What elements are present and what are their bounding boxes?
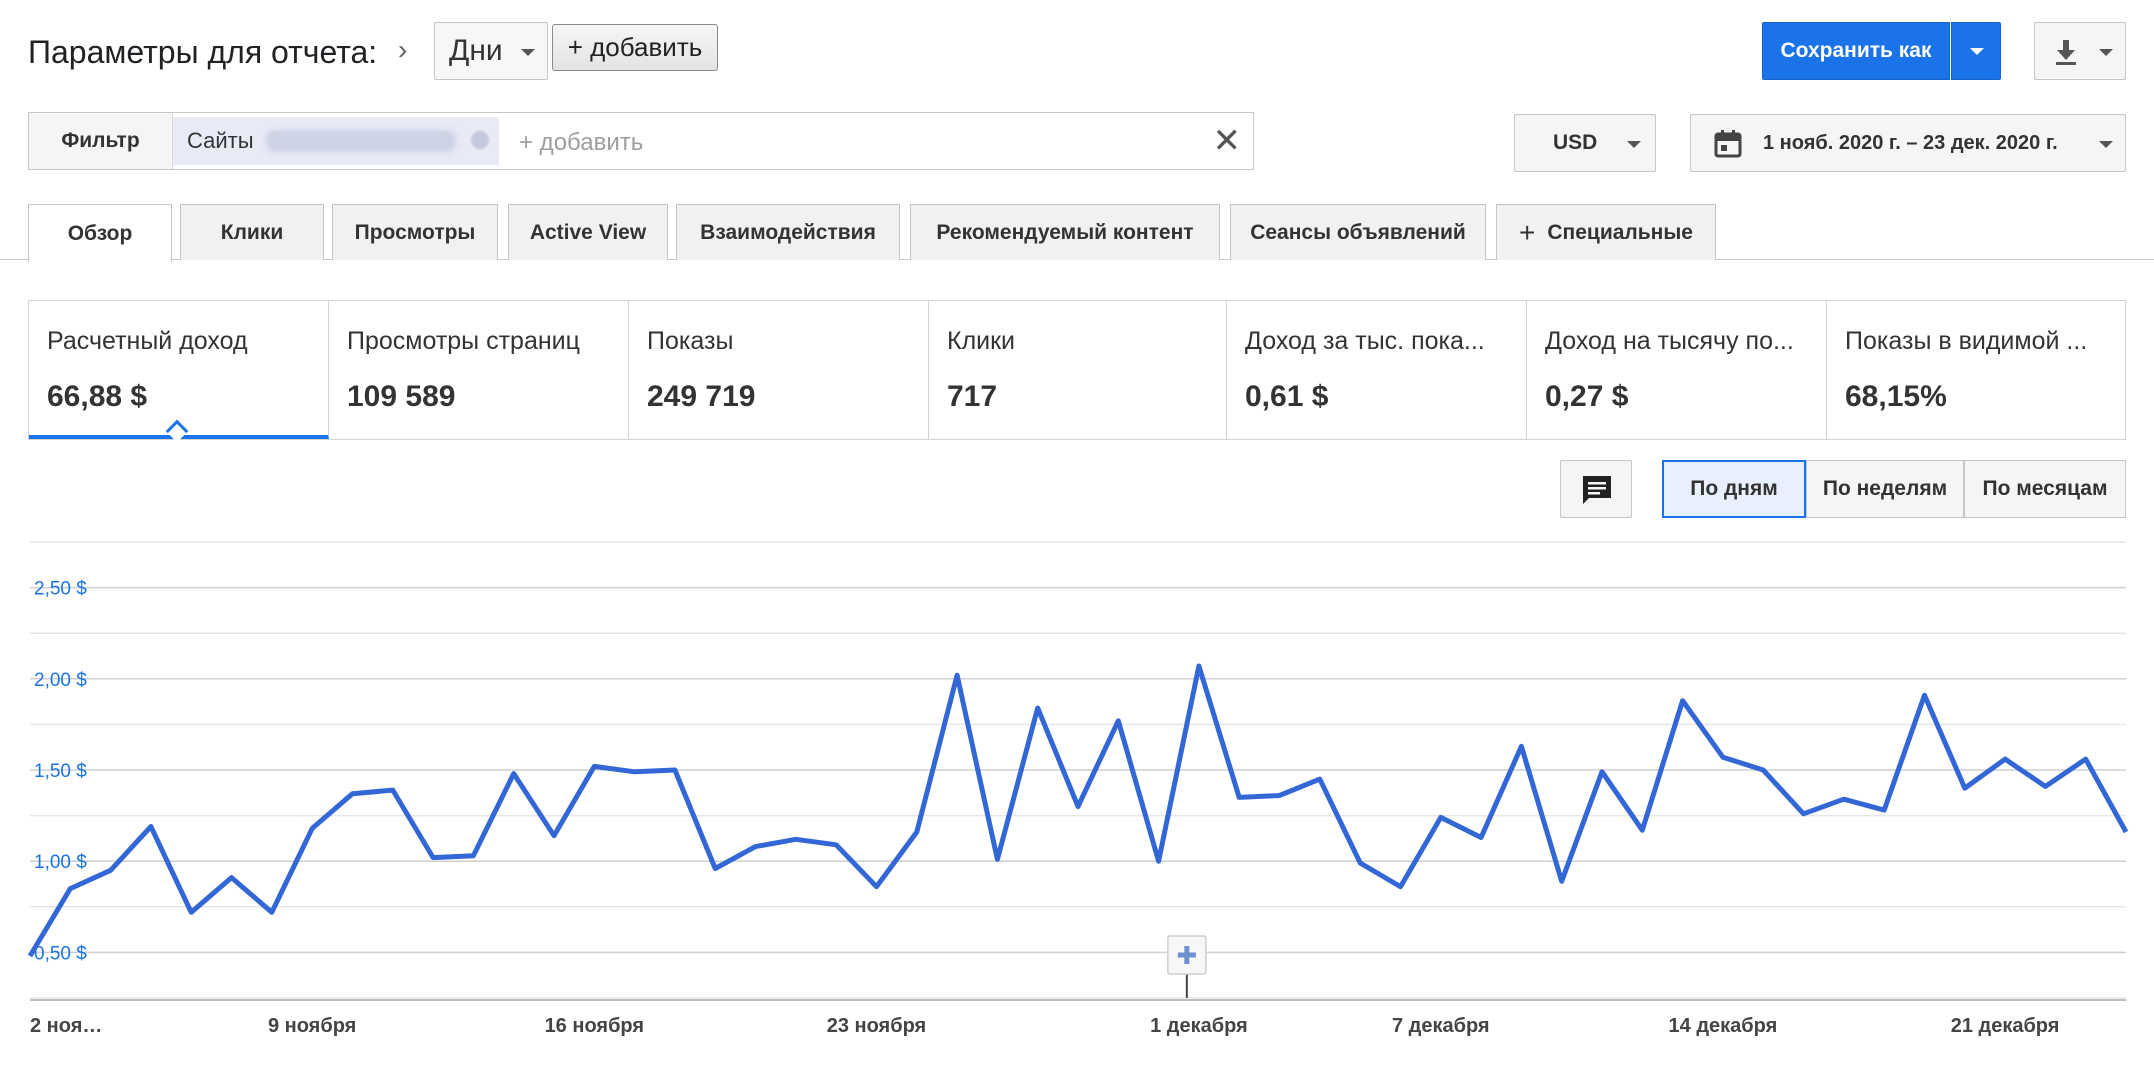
- caret-down-icon: [1970, 48, 1984, 55]
- x-tick-label: 1 декабря: [1150, 1015, 1248, 1037]
- currency-select[interactable]: USD: [1514, 114, 1656, 172]
- metric-value: 66,88 $: [47, 380, 148, 413]
- filter-add-input[interactable]: + добавить: [519, 129, 644, 156]
- x-tick-label: 7 декабря: [1392, 1015, 1490, 1037]
- report-tabs: Обзор Клики Просмотры Active View Взаимо…: [0, 204, 2154, 262]
- save-as-button[interactable]: Сохранить как: [1762, 22, 1950, 80]
- x-tick-label: 23 ноября: [827, 1015, 926, 1037]
- metric-card-clicks[interactable]: Клики 717: [929, 301, 1227, 439]
- currency-value: USD: [1553, 131, 1598, 154]
- tab-custom[interactable]: + Специальные: [1496, 204, 1716, 260]
- caret-down-icon: [1627, 141, 1641, 148]
- revenue-line-chart: 2,50 $ 2,00 $ 1,50 $ 1,00 $ 0,50 $ 2 ноя… 9 но…: [27, 541, 2129, 1037]
- y-tick-label: 1,00 $: [34, 852, 87, 873]
- filter-button[interactable]: Фильтр: [29, 113, 173, 169]
- caret-down-icon: [2099, 49, 2113, 56]
- y-tick-label: 1,50 $: [34, 761, 87, 782]
- granularity-monthly-button[interactable]: По месяцам: [1964, 460, 2126, 518]
- tab-ad-sessions[interactable]: Сеансы объявлений: [1230, 204, 1486, 260]
- metric-value: 0,61 $: [1245, 380, 1329, 413]
- metric-card-impression-rpm[interactable]: Доход за тыс. пока... 0,61 $: [1227, 301, 1527, 439]
- plus-icon: [1177, 946, 1196, 964]
- x-tick-label: 16 ноября: [545, 1015, 644, 1037]
- download-button[interactable]: [2034, 22, 2126, 80]
- chip-remove-icon[interactable]: [471, 131, 489, 149]
- tab-interactions[interactable]: Взаимодействия: [676, 204, 900, 260]
- annotation-button[interactable]: [1560, 460, 1632, 518]
- metric-value: 249 719: [647, 380, 756, 413]
- caret-down-icon: [2099, 141, 2113, 148]
- caret-down-icon: [521, 49, 535, 56]
- y-tick-label: 2,50 $: [34, 579, 87, 600]
- download-icon: [2056, 40, 2076, 65]
- add-dimension-button[interactable]: + добавить: [552, 24, 718, 71]
- tab-views[interactable]: Просмотры: [332, 204, 498, 260]
- x-tick-label: 21 декабря: [1951, 1015, 2060, 1037]
- tab-recommended-content[interactable]: Рекомендуемый контент: [910, 204, 1220, 260]
- filter-chip-label: Сайты: [187, 128, 254, 153]
- revenue-series-line: [27, 663, 2129, 958]
- metric-label: Клики: [947, 327, 1016, 355]
- y-tick-label: 0,50 $: [34, 943, 87, 964]
- metric-label: Доход на тысячу по...: [1545, 327, 1794, 355]
- metric-value: 717: [947, 380, 998, 413]
- metric-label: Просмотры страниц: [347, 327, 580, 355]
- metric-value: 0,27 $: [1545, 380, 1629, 413]
- close-icon[interactable]: ✕: [1212, 122, 1242, 160]
- metric-card-estimated-revenue[interactable]: Расчетный доход 66,88 $: [29, 301, 329, 443]
- metric-value: 68,15%: [1845, 380, 1947, 413]
- dimension-select[interactable]: Дни: [434, 22, 548, 80]
- x-tick-label: 9 ноября: [268, 1015, 356, 1037]
- metric-label: Расчетный доход: [47, 327, 248, 355]
- x-tick-label: 2 ноя…: [30, 1015, 102, 1037]
- metric-card-page-rpm[interactable]: Доход на тысячу по... 0,27 $: [1527, 301, 1827, 439]
- metric-card-impressions[interactable]: Показы 249 719: [629, 301, 929, 439]
- blurred-site-name: [265, 130, 456, 152]
- date-range-select[interactable]: 1 нояб. 2020 г. – 23 дек. 2020 г.: [1690, 114, 2126, 172]
- metric-cards: Расчетный доход 66,88 $ Просмотры страни…: [28, 300, 2126, 443]
- report-parameters-label: Параметры для отчета:: [28, 34, 378, 70]
- metric-label: Доход за тыс. пока...: [1245, 327, 1485, 355]
- granularity-weekly-button[interactable]: По неделям: [1806, 460, 1964, 518]
- save-as-dropdown-button[interactable]: [1951, 22, 2001, 80]
- active-indicator: [165, 419, 189, 443]
- metric-value: 109 589: [347, 380, 456, 413]
- date-range-value: 1 нояб. 2020 г. – 23 дек. 2020 г.: [1763, 131, 2058, 154]
- metric-label: Показы в видимой ...: [1845, 327, 2088, 355]
- filter-chip-sites[interactable]: Сайты: [173, 117, 499, 165]
- filter-bar: Фильтр Сайты + добавить ✕: [28, 112, 1254, 170]
- calendar-icon: [1714, 130, 1742, 158]
- chevron-right-icon: ›: [398, 34, 408, 65]
- metric-label: Показы: [647, 327, 734, 355]
- granularity-daily-button[interactable]: По дням: [1662, 460, 1806, 518]
- plus-icon: +: [1519, 216, 1536, 248]
- tab-overview[interactable]: Обзор: [28, 204, 172, 262]
- metric-card-viewable-impressions[interactable]: Показы в видимой ... 68,15%: [1827, 301, 2125, 439]
- tab-custom-label: Специальные: [1547, 220, 1693, 244]
- y-tick-label: 2,00 $: [34, 670, 87, 691]
- comment-icon: [1583, 476, 1611, 504]
- tab-clicks[interactable]: Клики: [180, 204, 324, 260]
- metric-card-page-views[interactable]: Просмотры страниц 109 589: [329, 301, 629, 439]
- dimension-select-value: Дни: [449, 34, 503, 67]
- x-tick-label: 14 декабря: [1669, 1015, 1778, 1037]
- tab-active-view[interactable]: Active View: [508, 204, 668, 260]
